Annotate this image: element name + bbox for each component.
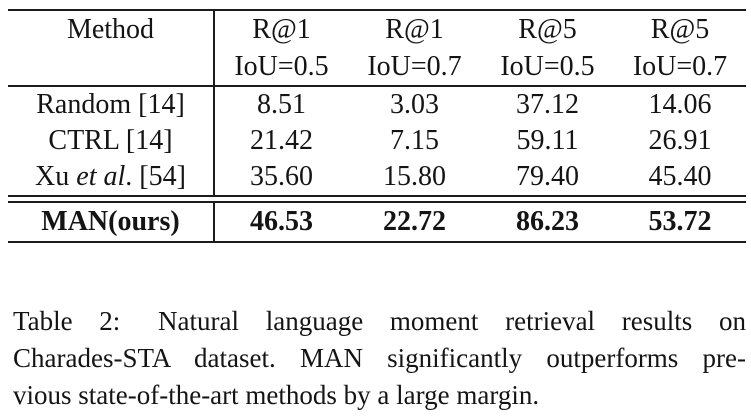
header-empty-cell xyxy=(8,49,215,87)
table-row-ctrl: CTRL [14] 21.42 7.15 59.11 26.91 xyxy=(8,123,746,159)
caption-line-3: vious state-of-the-art methods by a larg… xyxy=(13,380,540,410)
method-name: Random [14] xyxy=(36,89,185,120)
value-cell: 3.03 xyxy=(390,89,439,120)
value-cell: 79.40 xyxy=(481,159,614,197)
value-cell: 14.06 xyxy=(648,89,712,120)
header-metric-cell: R@1 xyxy=(385,14,444,45)
caption-line-1: Table 2: Natural language moment retriev… xyxy=(13,303,746,340)
header-row-iou: IoU=0.5 IoU=0.7 IoU=0.5 IoU=0.7 xyxy=(8,49,746,87)
value-cell: 8.51 xyxy=(257,89,306,120)
value-cell: 59.11 xyxy=(516,125,579,156)
value-cell: 7.15 xyxy=(390,125,439,156)
header-iou-cell: IoU=0.5 xyxy=(481,49,614,87)
caption-text: Natural language moment retrieval result… xyxy=(158,306,747,336)
table-row-random: Random [14] 8.51 3.03 37.12 14.06 xyxy=(8,87,746,123)
value-cell: 46.53 xyxy=(215,203,348,243)
method-name-ref: . [54] xyxy=(125,161,186,192)
caption-table-label: Table 2: xyxy=(13,306,121,336)
value-cell: 37.12 xyxy=(516,89,579,120)
gap-cell xyxy=(481,197,614,203)
value-cell: 22.72 xyxy=(348,203,481,243)
table-row-xu: Xu et al. [54] 35.60 15.80 79.40 45.40 xyxy=(8,159,746,197)
table-row-man-ours: MAN(ours) 46.53 22.72 86.23 53.72 xyxy=(8,203,746,243)
value-cell: 86.23 xyxy=(481,203,614,243)
method-cell: Xu et al. [54] xyxy=(8,159,215,197)
header-iou-cell: IoU=0.5 xyxy=(215,49,348,87)
double-rule-gap xyxy=(8,197,746,203)
value-cell: 26.91 xyxy=(648,125,712,156)
method-name: CTRL [14] xyxy=(48,125,173,156)
header-iou-cell: IoU=0.7 xyxy=(348,49,481,87)
value-cell: 45.40 xyxy=(614,159,746,197)
header-metric-cell: R@1 xyxy=(252,14,311,45)
method-cell: MAN(ours) xyxy=(8,203,215,243)
value-cell: 53.72 xyxy=(614,203,746,243)
table-caption: Table 2: Natural language moment retriev… xyxy=(13,303,746,414)
gap-cell xyxy=(348,197,481,203)
method-name: Xu xyxy=(35,161,77,192)
header-method-cell: Method xyxy=(8,11,215,49)
header-row-metric: Method R@1 R@1 R@5 R@5 xyxy=(8,11,746,49)
header-metric-cell: R@5 xyxy=(650,14,710,45)
value-cell: 21.42 xyxy=(250,125,313,156)
header-metric-cell: R@5 xyxy=(518,14,577,45)
value-cell: 15.80 xyxy=(348,159,481,197)
gap-cell xyxy=(215,197,348,203)
gap-cell xyxy=(614,197,746,203)
method-cell: Random [14] xyxy=(8,87,215,123)
value-cell: 35.60 xyxy=(215,159,348,197)
header-method-label: Method xyxy=(66,14,155,45)
header-iou-cell: IoU=0.7 xyxy=(614,49,746,87)
gap-cell xyxy=(8,197,215,203)
caption-line-2: Charades-STA dataset. MAN significantly … xyxy=(13,343,746,373)
results-table: Method R@1 R@1 R@5 R@5 IoU=0.5 IoU=0.7 I… xyxy=(8,9,746,243)
method-name-italic: et al xyxy=(76,161,126,192)
method-cell: CTRL [14] xyxy=(8,123,215,159)
